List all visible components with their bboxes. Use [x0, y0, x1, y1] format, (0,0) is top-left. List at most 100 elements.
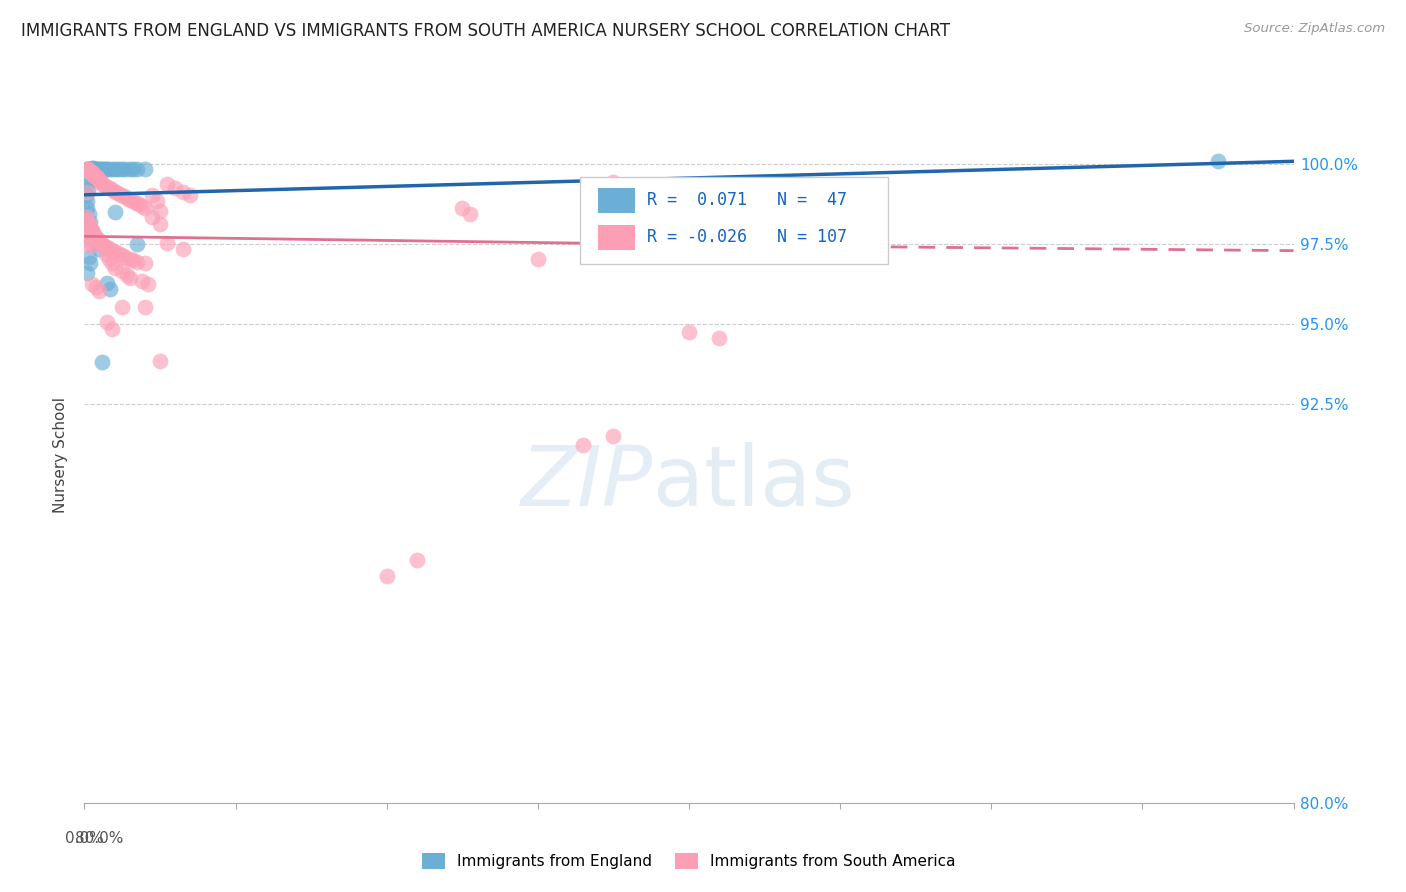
- Point: [100, 322, 122, 336]
- Point: [82, 167, 104, 181]
- Point: [91, 237, 114, 252]
- Point: [111, 300, 134, 314]
- Point: [77, 250, 100, 264]
- Point: [94, 162, 117, 177]
- Point: [82, 161, 104, 175]
- Point: [89, 242, 111, 256]
- Point: [131, 274, 153, 288]
- Point: [115, 268, 138, 282]
- Point: [134, 300, 156, 314]
- Point: [89, 284, 111, 298]
- Point: [98, 282, 121, 296]
- Point: [77, 207, 100, 221]
- Point: [86, 280, 108, 294]
- Point: [678, 240, 700, 254]
- Point: [118, 162, 141, 177]
- Point: [98, 181, 121, 195]
- Point: [77, 162, 100, 177]
- Point: [114, 162, 136, 177]
- Point: [84, 169, 107, 183]
- Point: [90, 162, 112, 177]
- Point: [89, 173, 111, 187]
- Point: [128, 197, 150, 211]
- Point: [458, 207, 481, 221]
- FancyBboxPatch shape: [581, 177, 889, 263]
- Point: [149, 217, 172, 231]
- Point: [87, 232, 110, 246]
- Point: [76, 172, 98, 186]
- Point: [82, 229, 104, 244]
- Point: [101, 162, 124, 177]
- Point: [91, 177, 114, 191]
- Text: 0.0%: 0.0%: [65, 830, 104, 846]
- Point: [75, 229, 97, 244]
- Point: [125, 195, 148, 210]
- Point: [89, 162, 111, 177]
- Point: [80, 225, 103, 239]
- Point: [134, 162, 156, 177]
- Point: [111, 162, 134, 177]
- Point: [77, 162, 100, 177]
- Point: [76, 232, 98, 246]
- Point: [572, 438, 595, 452]
- Point: [86, 170, 108, 185]
- Point: [406, 553, 429, 567]
- Point: [118, 252, 141, 266]
- Point: [76, 185, 98, 199]
- Point: [156, 177, 179, 191]
- Point: [91, 162, 114, 177]
- Point: [75, 162, 97, 177]
- Point: [115, 191, 138, 205]
- Point: [80, 223, 103, 237]
- Point: [96, 276, 118, 290]
- Point: [602, 175, 624, 189]
- Point: [149, 203, 172, 218]
- Point: [76, 266, 98, 280]
- Point: [80, 277, 103, 292]
- Point: [108, 162, 131, 177]
- Point: [96, 316, 118, 330]
- Point: [172, 185, 194, 199]
- Point: [94, 247, 117, 261]
- Point: [76, 201, 98, 215]
- Point: [90, 175, 112, 189]
- Point: [93, 178, 115, 193]
- Point: [451, 201, 474, 215]
- Point: [79, 165, 101, 179]
- Text: R = -0.026   N = 107: R = -0.026 N = 107: [647, 228, 846, 246]
- Point: [709, 331, 731, 345]
- Point: [86, 235, 108, 250]
- Point: [90, 235, 112, 250]
- Point: [76, 162, 98, 177]
- Point: [127, 162, 149, 177]
- Y-axis label: Nursery School: Nursery School: [53, 397, 69, 513]
- FancyBboxPatch shape: [599, 188, 634, 213]
- Point: [86, 231, 108, 245]
- Point: [76, 194, 98, 209]
- Point: [136, 277, 159, 292]
- Point: [141, 187, 163, 202]
- Point: [172, 242, 194, 256]
- Point: [76, 177, 98, 191]
- Point: [97, 252, 120, 266]
- Point: [79, 162, 101, 177]
- Text: Source: ZipAtlas.com: Source: ZipAtlas.com: [1244, 22, 1385, 36]
- Point: [121, 162, 143, 177]
- Point: [112, 189, 135, 203]
- Point: [131, 199, 153, 213]
- Point: [79, 256, 101, 270]
- Legend: Immigrants from England, Immigrants from South America: Immigrants from England, Immigrants from…: [416, 847, 962, 875]
- Point: [79, 165, 101, 179]
- Point: [127, 255, 149, 269]
- Point: [100, 256, 122, 270]
- Point: [104, 261, 127, 276]
- Point: [127, 237, 149, 252]
- Point: [146, 194, 169, 209]
- Point: [104, 185, 127, 199]
- Point: [86, 162, 108, 177]
- Text: ZIP: ZIP: [520, 442, 652, 524]
- Point: [77, 217, 100, 231]
- Point: [101, 244, 124, 258]
- Point: [84, 162, 107, 177]
- Point: [77, 183, 100, 197]
